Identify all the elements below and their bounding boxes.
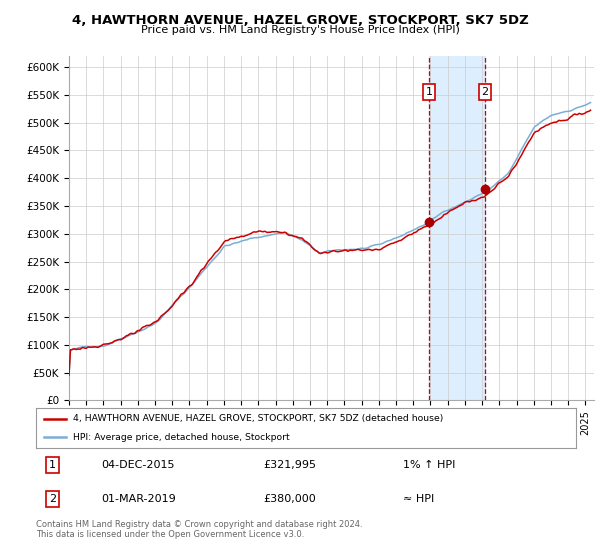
Text: Price paid vs. HM Land Registry's House Price Index (HPI): Price paid vs. HM Land Registry's House …: [140, 25, 460, 35]
Bar: [429, 56, 485, 400]
Text: 1: 1: [49, 460, 56, 470]
Text: 4, HAWTHORN AVENUE, HAZEL GROVE, STOCKPORT, SK7 5DZ: 4, HAWTHORN AVENUE, HAZEL GROVE, STOCKPO…: [71, 14, 529, 27]
Text: 2: 2: [49, 494, 56, 504]
Text: 2: 2: [481, 87, 488, 97]
Text: 04-DEC-2015: 04-DEC-2015: [101, 460, 175, 470]
Text: 01-MAR-2019: 01-MAR-2019: [101, 494, 176, 504]
Text: £321,995: £321,995: [263, 460, 316, 470]
Text: £380,000: £380,000: [263, 494, 316, 504]
Text: 4, HAWTHORN AVENUE, HAZEL GROVE, STOCKPORT, SK7 5DZ (detached house): 4, HAWTHORN AVENUE, HAZEL GROVE, STOCKPO…: [73, 414, 443, 423]
Text: Contains HM Land Registry data © Crown copyright and database right 2024.
This d: Contains HM Land Registry data © Crown c…: [36, 520, 362, 539]
Text: 1% ↑ HPI: 1% ↑ HPI: [403, 460, 455, 470]
Text: 1: 1: [425, 87, 433, 97]
Text: ≈ HPI: ≈ HPI: [403, 494, 434, 504]
Text: HPI: Average price, detached house, Stockport: HPI: Average price, detached house, Stoc…: [73, 433, 289, 442]
